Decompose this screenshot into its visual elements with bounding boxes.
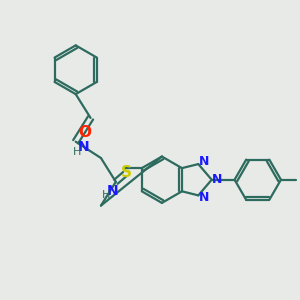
Text: N: N [199,191,209,204]
Text: H: H [101,190,110,200]
Text: N: N [106,184,118,198]
Text: N: N [77,140,89,154]
Text: S: S [121,165,132,180]
Text: H: H [72,147,81,158]
Text: N: N [212,173,222,186]
Text: N: N [199,155,209,168]
Text: O: O [79,125,92,140]
